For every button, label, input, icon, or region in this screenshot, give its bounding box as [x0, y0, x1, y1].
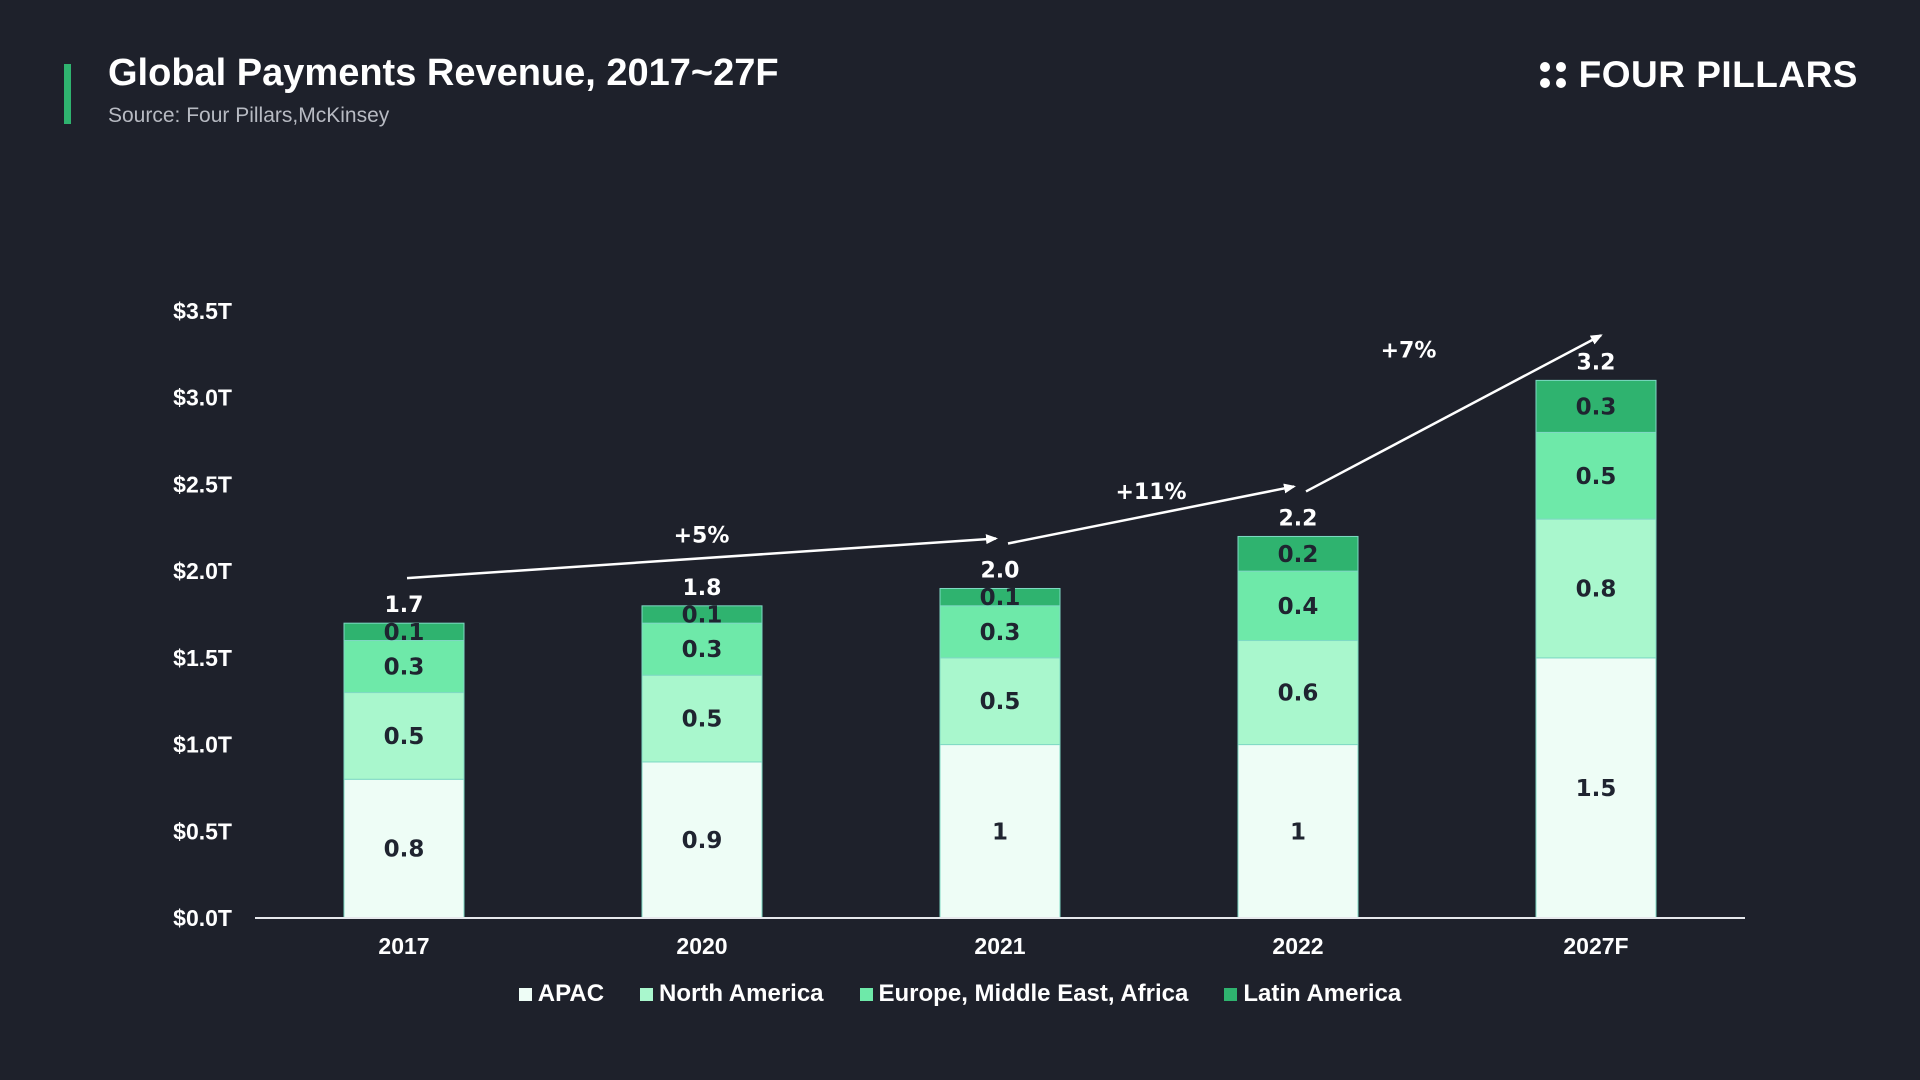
x-tick-label: 2021 — [974, 933, 1025, 959]
bar-2017: 0.8 0.5 0.3 0.1 — [343, 620, 465, 919]
legend-swatch — [518, 987, 532, 1001]
growth-arrow — [1305, 334, 1603, 493]
bar-segment — [343, 778, 465, 919]
segment-value-label: 0.8 — [384, 837, 425, 863]
bar-segment — [1535, 379, 1657, 433]
page-title: Global Payments Revenue, 2017~27F — [108, 52, 779, 94]
y-tick-label: $0.0T — [173, 905, 232, 931]
segment-value-label: 0.9 — [682, 828, 723, 854]
four-dots-icon — [1539, 62, 1566, 88]
y-tick-label: $0.5T — [173, 818, 232, 844]
segment-value-label: 1 — [1290, 819, 1306, 845]
segment-value-label: 0.5 — [384, 724, 425, 750]
bar-segment — [1535, 431, 1657, 520]
bar-segment — [641, 761, 763, 919]
bar-segment — [1237, 640, 1359, 746]
y-tick-label: $1.0T — [173, 732, 232, 758]
chart-legend: APAC North America Europe, Middle East, Af… — [0, 980, 1920, 1008]
bar-segment — [1237, 535, 1359, 572]
legend-item: APAC — [518, 980, 605, 1008]
bar-segment — [1237, 744, 1359, 919]
bar-2020: 0.9 0.5 0.3 0.1 — [641, 603, 763, 919]
legend-item: Latin America — [1224, 980, 1401, 1008]
bar-segment — [641, 605, 763, 624]
title-accent-bar — [64, 64, 71, 124]
segment-value-label: 0.3 — [682, 637, 723, 663]
bar-total-label: 1.8 — [683, 576, 722, 601]
segment-value-label: 0.5 — [980, 689, 1021, 715]
x-axis: 2017 2020 2021 2022 2027F — [255, 917, 1745, 959]
legend-label: North America — [659, 980, 824, 1007]
segment-value-label: 0.5 — [682, 707, 723, 733]
y-tick-label: $2.0T — [173, 558, 232, 584]
legend-swatch — [1224, 987, 1238, 1001]
brand-logo: FOUR PILLARS — [1539, 54, 1858, 96]
legend-label: APAC — [537, 980, 605, 1007]
growth-annotations: +5% +11% +7% — [406, 334, 1603, 580]
y-tick-label: $3.0T — [173, 385, 232, 411]
legend-swatch — [859, 987, 873, 1001]
bar-segment — [1237, 570, 1359, 642]
bar-total-label: 1.7 — [385, 593, 424, 618]
y-tick-label: $3.5T — [173, 298, 232, 324]
segment-value-label: 0.6 — [1278, 681, 1319, 707]
x-tick-label: 2022 — [1272, 933, 1323, 959]
segment-value-label: 0.3 — [1576, 394, 1617, 420]
bar-segment — [343, 640, 465, 694]
bar-total-label: 3.2 — [1577, 350, 1616, 375]
segment-value-label: 0.1 — [682, 603, 723, 629]
bar-2027F: 1.5 0.8 0.5 0.3 — [1535, 379, 1657, 919]
bar-total-label: 2.2 — [1279, 506, 1318, 531]
x-tick-label: 2020 — [676, 933, 727, 959]
x-tick-label: 2027F — [1563, 933, 1628, 959]
legend-item: Europe, Middle East, Africa — [859, 980, 1189, 1008]
segment-value-label: 0.4 — [1278, 594, 1319, 620]
segment-value-label: 0.2 — [1278, 542, 1319, 568]
y-tick-label: $2.5T — [173, 471, 232, 497]
growth-arrow — [1007, 483, 1296, 545]
bars: 0.80.50.30.11.70.90.50.30.11.810.50.30.1… — [343, 350, 1657, 919]
bar-2021: 1 0.5 0.3 0.1 — [939, 585, 1061, 919]
x-tick-label: 2017 — [378, 933, 429, 959]
segment-value-label: 0.8 — [1576, 576, 1617, 602]
segment-value-label: 0.1 — [384, 620, 425, 646]
segment-value-label: 0.5 — [1576, 464, 1617, 490]
y-axis: $0.0T $0.5T $1.0T $1.5T $2.0T $2.5T $3.0T $3.5T — [173, 298, 232, 931]
growth-rate-label: +7% — [1381, 338, 1437, 363]
bar-segment — [1535, 518, 1657, 659]
bar-total-label: 2.0 — [981, 558, 1020, 583]
segment-value-label: 0.3 — [980, 620, 1021, 646]
legend-label: Europe, Middle East, Africa — [878, 980, 1189, 1007]
legend-item: North America — [640, 980, 824, 1008]
segment-value-label: 0.1 — [980, 585, 1021, 611]
growth-arrow — [406, 534, 998, 580]
bar-segment — [939, 605, 1061, 659]
legend-swatch — [640, 987, 654, 1001]
bar-segment — [939, 657, 1061, 746]
segment-value-label: 0.3 — [384, 655, 425, 681]
bar-segment — [343, 622, 465, 642]
segment-value-label: 1 — [992, 819, 1008, 845]
page-subtitle: Source: Four Pillars,McKinsey — [108, 104, 390, 127]
bar-2022: 1 0.6 0.4 0.2 — [1237, 535, 1359, 919]
y-tick-label: $1.5T — [173, 645, 232, 671]
bar-segment — [939, 587, 1061, 607]
bar-segment — [641, 622, 763, 676]
brand-name: FOUR PILLARS — [1578, 54, 1858, 95]
growth-rate-label: +11% — [1115, 480, 1186, 505]
legend-label: Latin America — [1243, 980, 1402, 1007]
growth-rate-label: +5% — [674, 523, 730, 548]
bar-segment — [1535, 657, 1657, 919]
segment-value-label: 1.5 — [1576, 776, 1617, 802]
